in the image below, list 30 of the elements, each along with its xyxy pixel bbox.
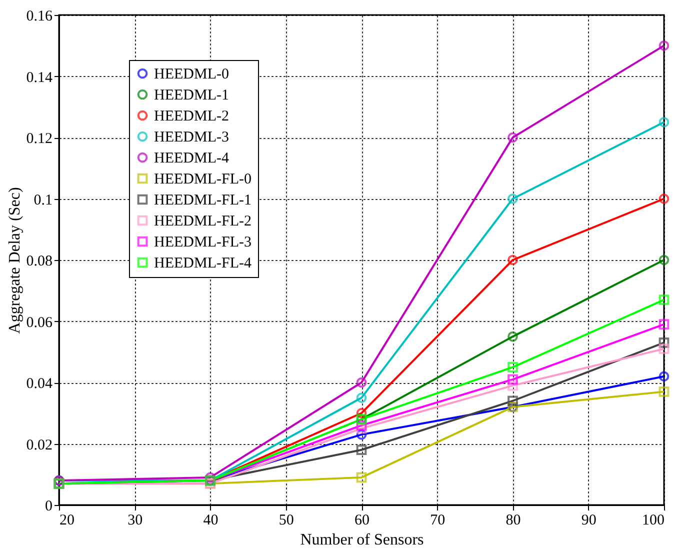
legend-label: HEEDML-3 [154, 130, 229, 146]
legend-label: HEEDML-4 [154, 150, 230, 166]
x-tick-label: 70 [430, 512, 446, 528]
y-tick-label: 0.1 [34, 192, 52, 208]
x-tick-label: 50 [278, 512, 294, 528]
y-axis-title: Aggregate Delay (Sec) [6, 187, 24, 334]
x-tick-label: 40 [203, 512, 218, 528]
x-tick-label: 100 [642, 512, 664, 528]
legend-label: HEEDML-1 [154, 88, 229, 104]
y-tick-label: 0.02 [26, 437, 52, 454]
y-tick-label: 0.08 [26, 254, 52, 270]
y-tick-label: 0 [45, 498, 52, 514]
y-tick-label: 0.16 [26, 8, 53, 24]
legend-label: HEEDML-0 [154, 66, 229, 82]
legend-label: HEEDML-FL-3 [154, 234, 252, 250]
y-tick-label: 0.06 [26, 314, 53, 331]
y-tick-label: 0.12 [26, 131, 52, 147]
y-tick-label: 0.04 [26, 376, 53, 392]
legend-label: HEEDML-FL-1 [154, 192, 252, 208]
legend-label: HEEDML-2 [154, 108, 229, 124]
legend-label: HEEDML-FL-0 [154, 172, 252, 188]
x-axis-title: Number of Sensors [300, 532, 424, 548]
legend-label: HEEDML-FL-4 [154, 256, 252, 272]
x-tick-label: 80 [506, 512, 521, 528]
legend-label: HEEDML-FL-2 [154, 214, 252, 230]
x-tick-label: 20 [60, 512, 74, 528]
x-tick-label: 90 [581, 512, 596, 528]
x-tick-label: 30 [128, 512, 143, 528]
x-tick-label: 60 [354, 512, 370, 528]
y-tick-label: 0.14 [26, 70, 53, 86]
